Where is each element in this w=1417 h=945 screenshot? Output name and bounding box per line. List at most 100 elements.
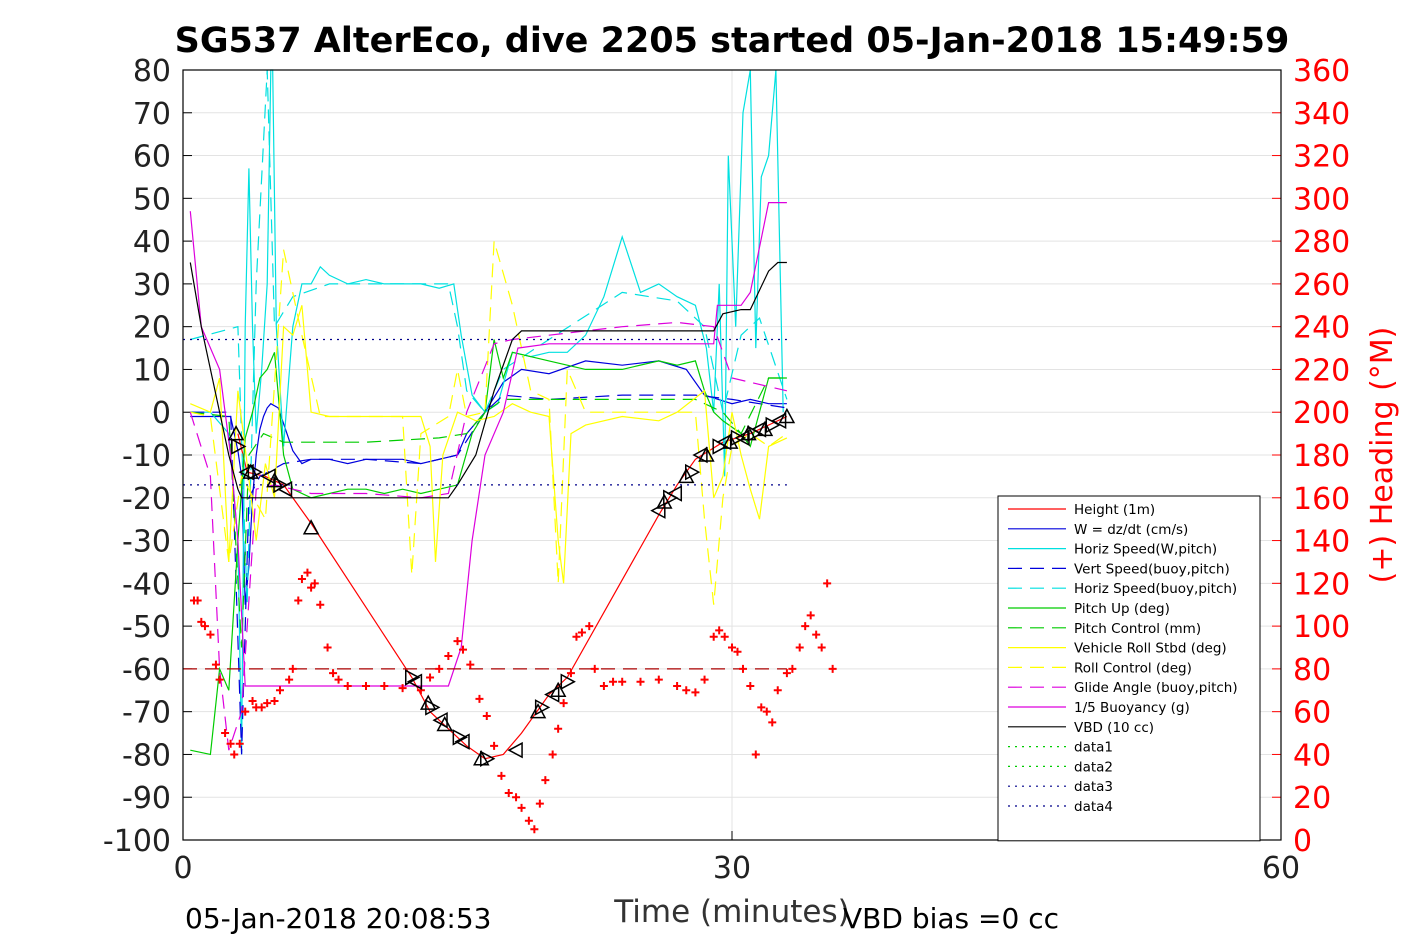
heading-point (294, 596, 303, 605)
heading-point (636, 677, 645, 686)
series-line-8 (190, 240, 788, 605)
heading-point (700, 675, 709, 684)
heading-point (497, 771, 506, 780)
heading-point (673, 682, 682, 690)
series-lines (183, 69, 788, 760)
heading-point (566, 669, 575, 678)
height-triangle (666, 485, 683, 502)
series-line-2 (190, 69, 784, 755)
legend-label: Pitch Control (mm) (1074, 621, 1201, 637)
right-y-tick-label: 40 (1293, 738, 1331, 773)
heading-point (517, 803, 526, 812)
height-triangle (730, 429, 747, 447)
y-tick-label: 50 (133, 182, 171, 217)
legend-label: Vert Speed(buoy,pitch) (1074, 561, 1230, 577)
series-line-6 (190, 377, 787, 648)
right-y-tick-label: 180 (1293, 439, 1350, 474)
height-triangle (684, 463, 701, 481)
legend-label: Roll Control (deg) (1074, 660, 1192, 676)
heading-point (590, 664, 599, 673)
heading-point (297, 575, 306, 584)
heading-point (482, 711, 491, 720)
heading-point (746, 682, 755, 690)
heading-point (654, 675, 663, 684)
height-triangle (419, 694, 437, 710)
x-axis-label: Time (minutes) (613, 894, 849, 930)
heading-point (577, 628, 586, 637)
heading-point (257, 703, 266, 712)
y-tick-label: -10 (122, 439, 171, 474)
heading-point (572, 632, 581, 641)
heading-point (585, 622, 594, 631)
right-y-tick-label: 140 (1293, 525, 1350, 560)
y-tick-label: 60 (133, 140, 171, 175)
heading-point (241, 707, 250, 716)
plot-frame (182, 69, 1282, 841)
heading-point (599, 682, 608, 690)
legend-label: Glide Angle (buoy,pitch) (1074, 680, 1238, 696)
heading-point (609, 677, 618, 686)
y-tick-label: -20 (122, 482, 171, 517)
y-tick-label: 20 (133, 311, 171, 346)
right-y-tick-label: 0 (1293, 824, 1312, 859)
right-y-tick-label: 20 (1293, 781, 1331, 816)
left-y-tick-labels: 80 70 60 50 40 30 20 10 0 -10 -20 -30 -40 -50 -60 -70 -8… (103, 54, 171, 859)
y-tick-label: 30 (133, 268, 171, 303)
y-tick-label: -90 (122, 781, 171, 816)
legend-label: data1 (1074, 740, 1113, 756)
y-tick-label: 70 (133, 97, 171, 132)
heading-point (329, 669, 338, 678)
legend-label: VBD (10 cc) (1074, 720, 1154, 736)
heading-point (554, 724, 563, 733)
heading-point (200, 622, 209, 631)
height-triangle (507, 741, 523, 759)
height-triangle (480, 750, 496, 767)
right-y-tick-label: 60 (1293, 696, 1331, 731)
heading-point (490, 741, 499, 750)
heading-point (334, 675, 343, 684)
legend-label: data4 (1074, 799, 1113, 815)
height-triangle (247, 463, 263, 481)
heading-point (751, 750, 760, 759)
heading-point (806, 611, 815, 620)
height-triangle (406, 673, 423, 690)
heading-markers (189, 568, 837, 834)
series-line-3 (190, 394, 787, 755)
heading-point (230, 750, 239, 759)
heading-point (762, 707, 771, 716)
heading-point (285, 675, 294, 684)
heading-point (303, 568, 312, 577)
height-triangle (227, 425, 245, 441)
height-triangle (276, 480, 293, 498)
series-line-9 (189, 321, 788, 751)
heading-point (226, 739, 235, 748)
y-tick-label: 0 (152, 396, 171, 431)
heading-point (380, 682, 389, 690)
legend: Height (1m) W = dz/dt (cm/s) Horiz Speed(W… (997, 495, 1261, 842)
heading-point (682, 686, 691, 695)
heading-point (426, 673, 435, 682)
height-triangle (544, 686, 560, 703)
legend-box (997, 495, 1261, 842)
heading-point (738, 664, 747, 673)
heading-point (343, 682, 352, 690)
heading-point (235, 739, 244, 748)
right-y-tick-label: 340 (1293, 97, 1350, 132)
heading-point (618, 677, 627, 686)
height-triangle (656, 493, 673, 509)
heading-point (215, 675, 224, 684)
heading-point (307, 583, 316, 592)
series-line-7 (190, 305, 788, 584)
height-triangle (770, 412, 787, 430)
heading-point (206, 630, 215, 639)
x-tick-labels: 0 30 60 (173, 851, 1300, 886)
heading-point (715, 626, 724, 635)
heading-point (475, 694, 484, 703)
heading-point (193, 596, 202, 605)
heading-point (466, 660, 475, 669)
right-y-tick-label: 100 (1293, 610, 1350, 645)
heading-point (221, 729, 230, 738)
heading-point (512, 793, 521, 802)
heading-point (530, 825, 539, 834)
